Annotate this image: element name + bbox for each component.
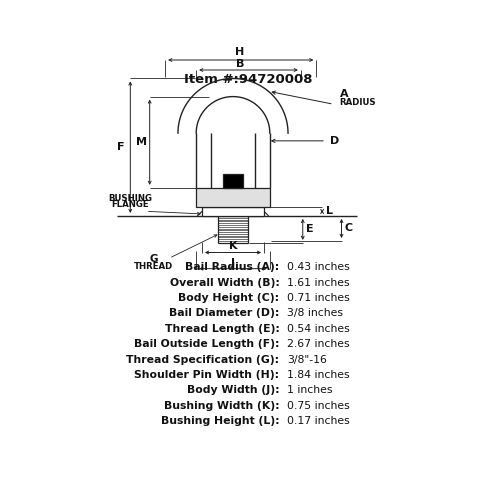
Text: H: H — [236, 46, 244, 56]
Text: Thread Length (E):: Thread Length (E): — [164, 324, 280, 334]
Text: Bushing Width (K):: Bushing Width (K): — [164, 400, 280, 410]
Bar — [224, 174, 242, 188]
Text: 0.43 inches: 0.43 inches — [287, 262, 350, 272]
Text: K: K — [229, 242, 237, 252]
Text: Item #:94720008: Item #:94720008 — [184, 73, 313, 86]
Text: Body Width (J):: Body Width (J): — [187, 386, 280, 396]
Text: C: C — [344, 224, 352, 234]
Text: E: E — [306, 224, 314, 234]
Text: 0.75 inches: 0.75 inches — [287, 400, 350, 410]
Text: 1 inches: 1 inches — [287, 386, 333, 396]
Text: 2.67 inches: 2.67 inches — [287, 339, 350, 349]
Text: 3/8 inches: 3/8 inches — [287, 308, 343, 318]
Text: L: L — [326, 206, 332, 216]
Text: 1.84 inches: 1.84 inches — [287, 370, 350, 380]
Text: M: M — [136, 137, 146, 147]
Text: 0.54 inches: 0.54 inches — [287, 324, 350, 334]
Text: 0.71 inches: 0.71 inches — [287, 293, 350, 303]
Text: Bushing Height (L):: Bushing Height (L): — [161, 416, 280, 426]
Text: RADIUS: RADIUS — [340, 98, 376, 107]
Text: THREAD: THREAD — [134, 262, 173, 271]
Text: Shoulder Pin Width (H):: Shoulder Pin Width (H): — [134, 370, 280, 380]
Text: FLANGE: FLANGE — [112, 200, 149, 209]
Text: D: D — [330, 136, 339, 146]
Text: Bail Outside Length (F):: Bail Outside Length (F): — [134, 339, 280, 349]
Text: Thread Specification (G):: Thread Specification (G): — [126, 354, 280, 364]
Text: 1.61 inches: 1.61 inches — [287, 278, 350, 287]
Text: 0.17 inches: 0.17 inches — [287, 416, 350, 426]
Text: Bail Radius (A):: Bail Radius (A): — [185, 262, 280, 272]
Text: A: A — [340, 90, 348, 100]
Text: J: J — [231, 258, 235, 268]
Text: F: F — [117, 142, 124, 152]
Text: Overall Width (B):: Overall Width (B): — [170, 278, 280, 287]
Bar — [196, 188, 270, 207]
Text: Body Height (C):: Body Height (C): — [178, 293, 280, 303]
Text: BUSHING: BUSHING — [108, 194, 152, 203]
Text: G: G — [150, 254, 158, 264]
Text: 3/8"-16: 3/8"-16 — [287, 354, 327, 364]
Bar — [202, 207, 264, 216]
Text: B: B — [236, 59, 244, 69]
Text: Bail Diameter (D):: Bail Diameter (D): — [169, 308, 280, 318]
